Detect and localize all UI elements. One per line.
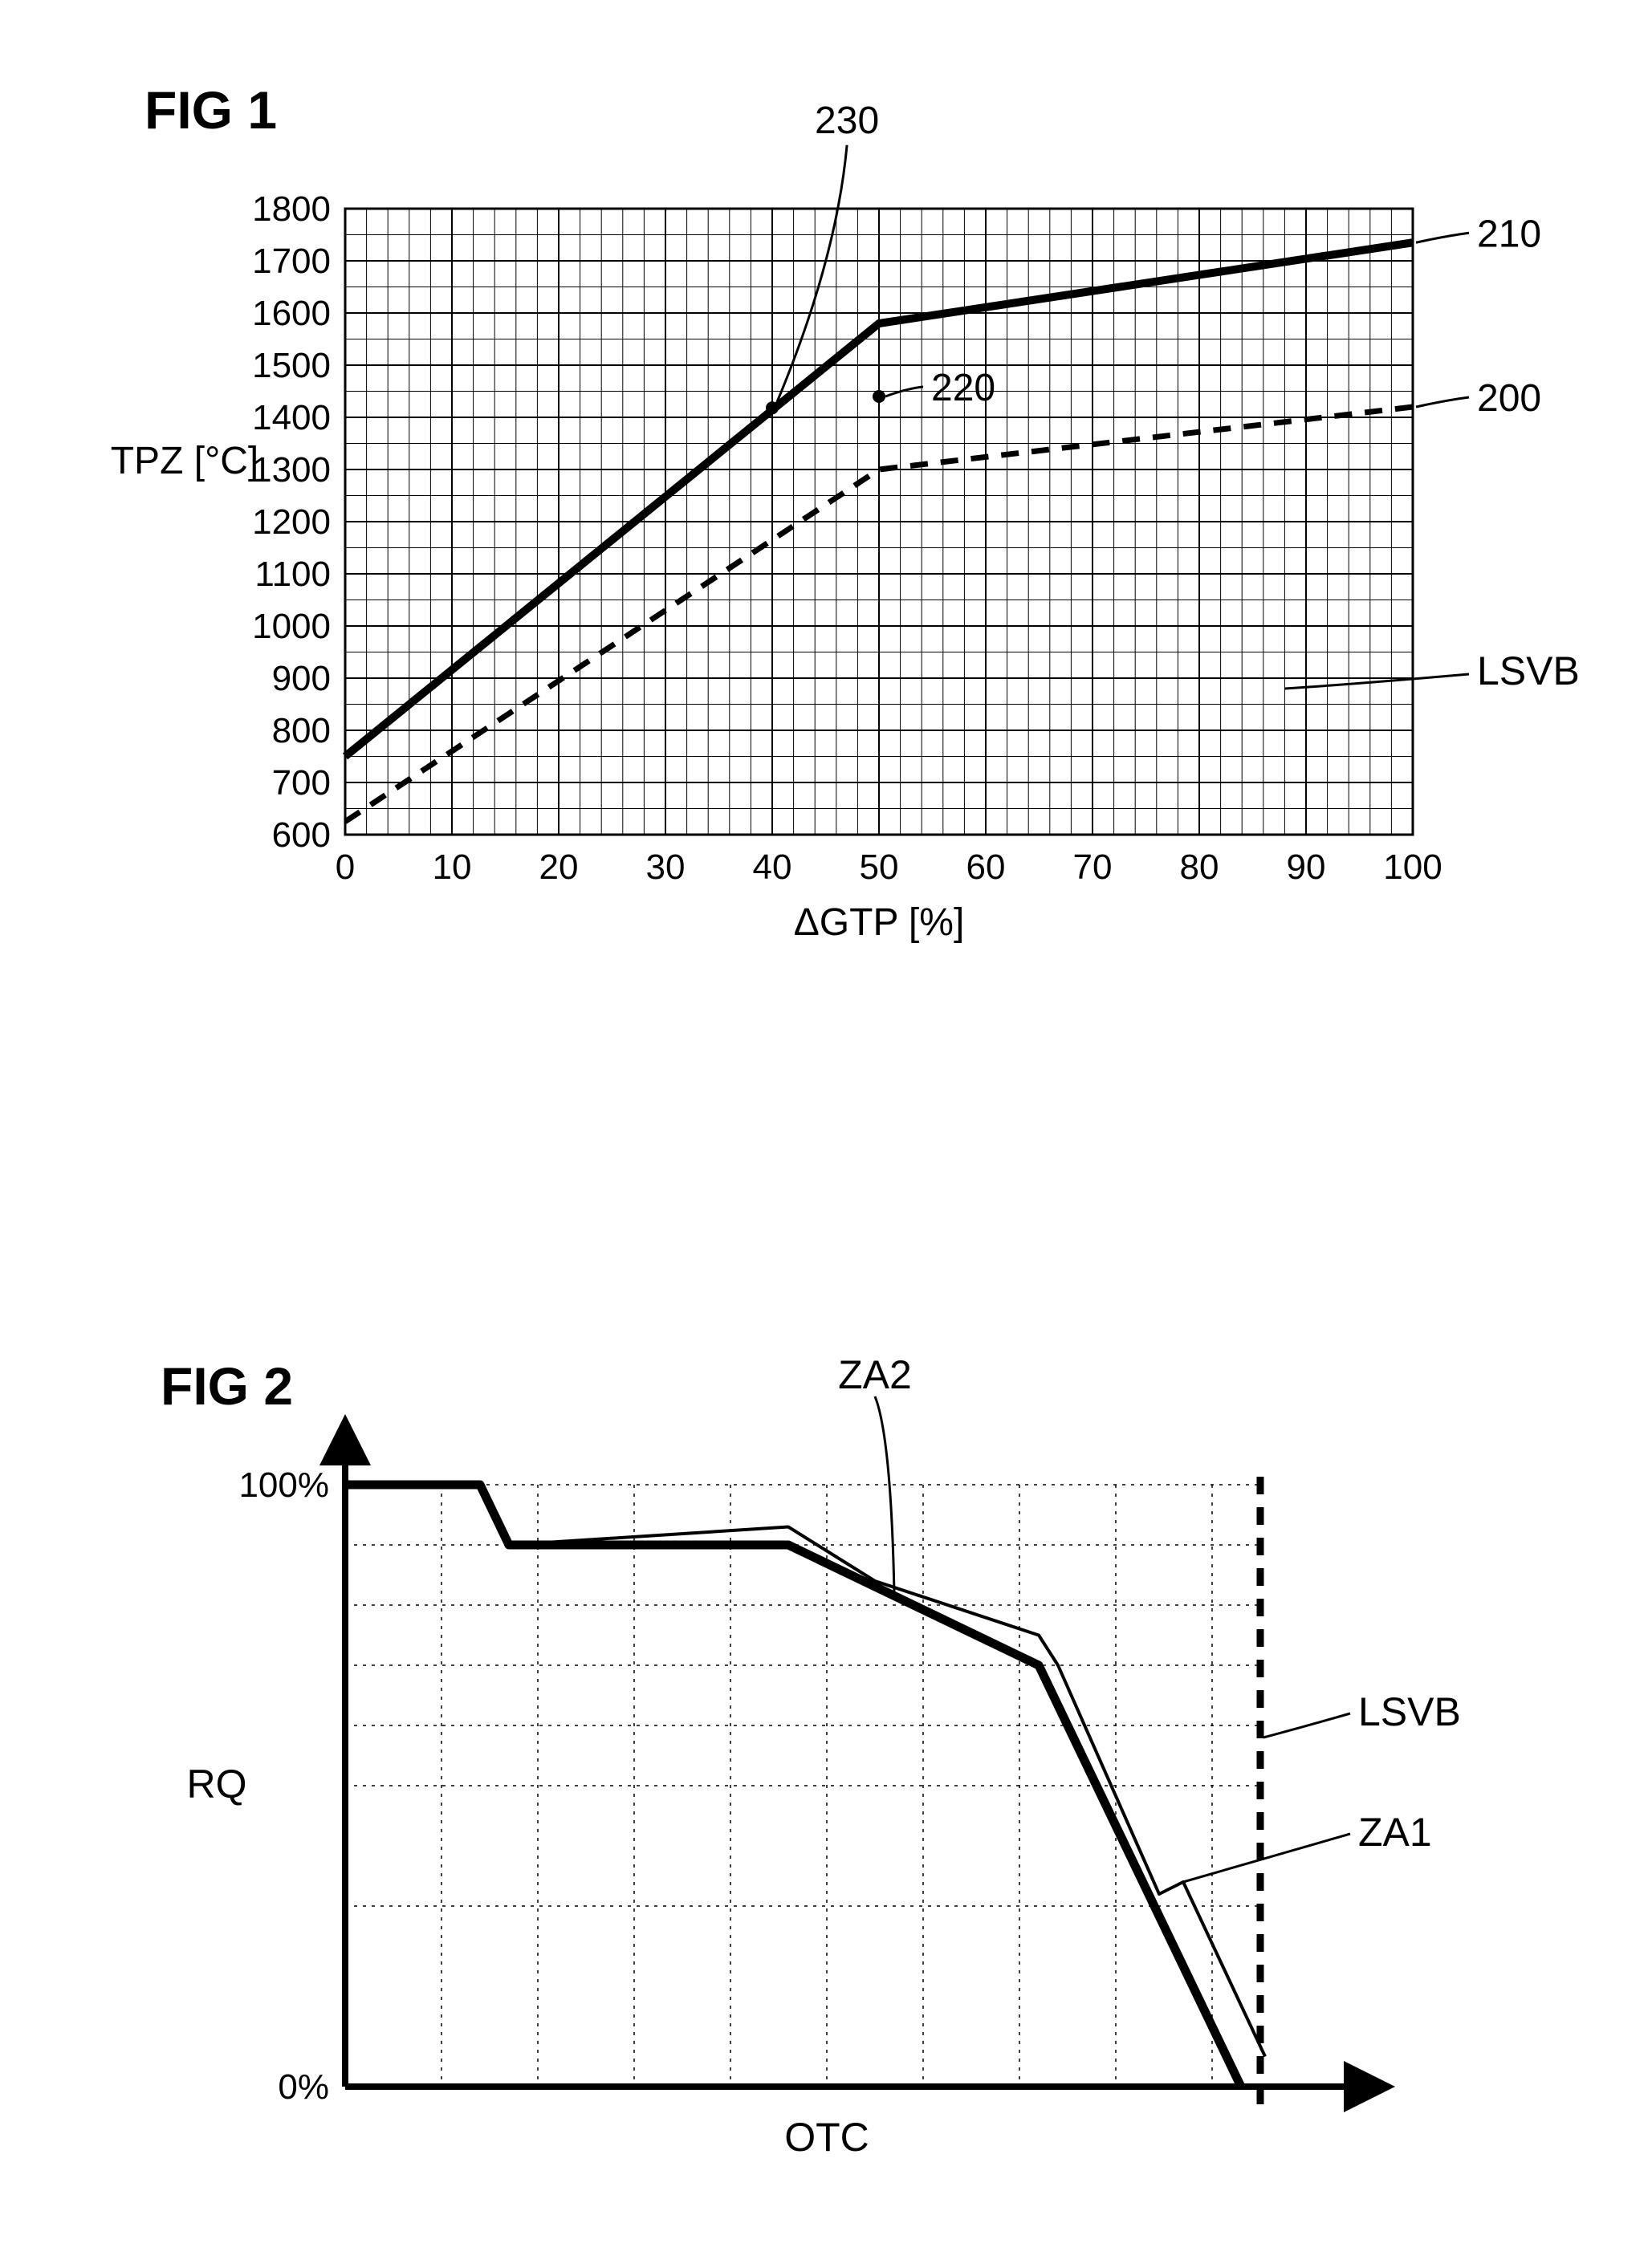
fig1-callout-220-dot: [873, 390, 885, 403]
fig2-callout-lsvb-text: LSVB: [1358, 1689, 1461, 1734]
svg-text:50: 50: [860, 847, 899, 887]
svg-text:80: 80: [1180, 847, 1219, 887]
svg-text:60: 60: [966, 847, 1006, 887]
svg-text:600: 600: [272, 815, 331, 855]
svg-text:1300: 1300: [252, 450, 331, 490]
fig1-lsvb-label: LSVB: [1284, 648, 1579, 693]
svg-text:1600: 1600: [252, 294, 331, 333]
fig2-callout-za1: ZA1: [1183, 1810, 1432, 1882]
svg-text:40: 40: [753, 847, 792, 887]
svg-text:100: 100: [1383, 847, 1442, 887]
svg-text:900: 900: [272, 659, 331, 698]
fig1-ylabel: TPZ [°C]: [111, 440, 259, 482]
fig1-callout-230-dot: [766, 401, 779, 414]
fig1-svg: FIG 1 0 10 20 30 40 50 60 70 80 90 100 600 700 800 90…: [0, 0, 1652, 1027]
svg-text:20: 20: [539, 847, 579, 887]
fig2-callout-za1-text: ZA1: [1358, 1810, 1432, 1855]
fig1-series-label-200-text: 200: [1477, 377, 1541, 420]
fig1-lsvb-text: LSVB: [1477, 648, 1580, 693]
fig1-series-label-210: 210: [1416, 213, 1541, 255]
fig2-ylabel: RQ: [187, 1762, 247, 1807]
svg-text:1500: 1500: [252, 346, 331, 385]
svg-text:700: 700: [272, 763, 331, 803]
fig1-series-label-200: 200: [1416, 377, 1541, 420]
svg-text:70: 70: [1073, 847, 1113, 887]
fig1-xlabel: ΔGTP [%]: [794, 901, 965, 944]
svg-text:30: 30: [646, 847, 686, 887]
fig1-callout-220: 220: [873, 367, 995, 409]
fig2-callout-za2: ZA2: [838, 1352, 912, 1593]
fig2-svg: FIG 2 100% 0% OTC RQ ZA2 ZA1: [0, 1300, 1652, 2263]
svg-text:10: 10: [433, 847, 472, 887]
fig2-callout-za2-text: ZA2: [838, 1352, 912, 1397]
fig1-callout-230-text: 230: [815, 100, 879, 142]
svg-text:0: 0: [336, 847, 355, 887]
fig2-h-gridlines: [345, 1485, 1260, 2087]
svg-text:1200: 1200: [252, 502, 331, 542]
svg-text:800: 800: [272, 711, 331, 750]
svg-text:90: 90: [1287, 847, 1326, 887]
fig2-xlabel: OTC: [784, 2115, 869, 2160]
svg-text:1400: 1400: [252, 398, 331, 437]
fig2-ytick-0: 0%: [278, 2067, 329, 2107]
fig2-callout-lsvb: LSVB: [1263, 1689, 1461, 1738]
fig2-ytick-100: 100%: [238, 1465, 329, 1505]
fig1-title: FIG 1: [144, 80, 277, 140]
fig2-series-za2: [509, 1527, 1265, 2057]
fig1-xtick-labels: 0 10 20 30 40 50 60 70 80 90 100: [336, 847, 1442, 887]
svg-text:1700: 1700: [252, 242, 331, 281]
fig1-series-label-210-text: 210: [1477, 213, 1541, 255]
svg-text:1000: 1000: [252, 607, 331, 646]
fig1-ytick-labels: 600 700 800 900 1000 1100 1200 1300 1400 1500 1600…: [252, 189, 331, 855]
svg-text:1100: 1100: [254, 555, 331, 594]
fig2-title: FIG 2: [161, 1356, 293, 1416]
fig1-callout-220-text: 220: [931, 367, 995, 409]
svg-text:1800: 1800: [252, 189, 331, 229]
